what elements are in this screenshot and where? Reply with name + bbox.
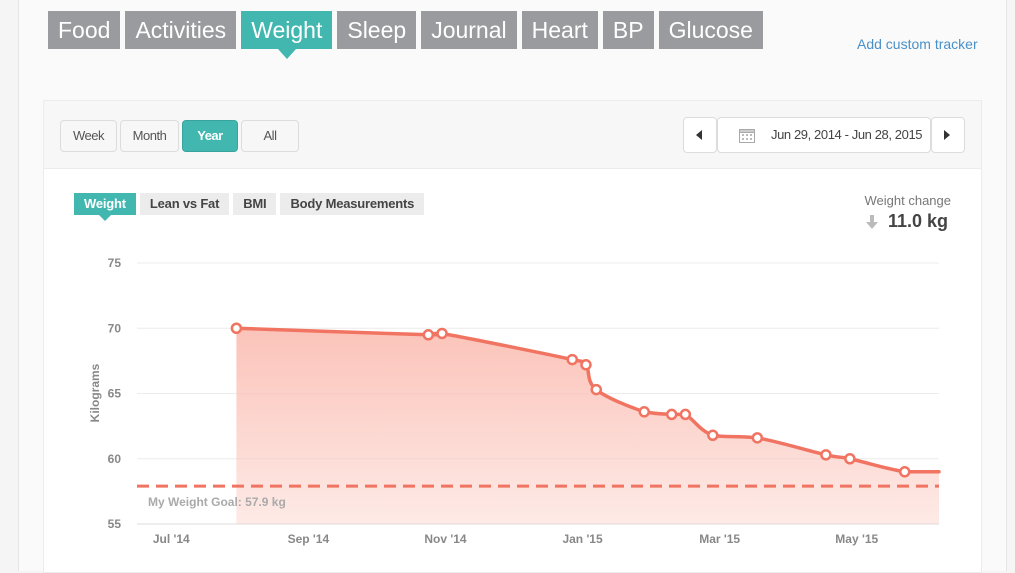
- range-toolbar: Week Month Year All Jun 29, 2014 - Jun 2…: [44, 101, 981, 169]
- data-point: [436, 327, 448, 340]
- tab-weight[interactable]: Weight: [241, 11, 333, 59]
- range-week-button[interactable]: Week: [60, 120, 117, 152]
- range-year-button[interactable]: Year: [182, 120, 238, 152]
- date-range-picker[interactable]: Jun 29, 2014 - Jun 28, 2015: [717, 117, 931, 153]
- weight-line: [234, 326, 941, 474]
- weight-change-value: 11.0 kg: [887, 211, 948, 231]
- data-point: [820, 449, 832, 461]
- y-axis-label: Kilograms: [88, 363, 102, 422]
- tab-activities[interactable]: Activities: [125, 11, 237, 49]
- data-point: [638, 406, 650, 418]
- y-tick-label: 60: [108, 452, 122, 466]
- y-tick-label: 55: [108, 517, 122, 531]
- tab-glucose[interactable]: Glucose: [658, 11, 763, 49]
- data-point: [580, 359, 592, 371]
- goal-label: My Weight Goal: 57.9 kg: [148, 495, 286, 509]
- chevron-left-icon: [696, 130, 702, 140]
- data-point: [590, 383, 603, 396]
- y-tick-label: 70: [108, 321, 122, 335]
- tab-sleep[interactable]: Sleep: [337, 11, 417, 49]
- tab-heart[interactable]: Heart: [521, 11, 598, 49]
- calendar-icon: [739, 129, 755, 143]
- weight-change-label: Weight change: [864, 193, 952, 208]
- data-point: [844, 453, 856, 465]
- data-point: [898, 466, 911, 478]
- x-tick-label: Sep '14: [288, 532, 330, 546]
- arrow-down-icon: [866, 215, 878, 229]
- chevron-right-icon: [944, 130, 950, 140]
- subtab-body-measurements[interactable]: Body Measurements: [280, 193, 425, 215]
- date-range-text: Jun 29, 2014 - Jun 28, 2015: [771, 127, 923, 142]
- add-custom-tracker-link[interactable]: Add custom tracker: [857, 36, 978, 52]
- prev-range-button[interactable]: [683, 117, 717, 153]
- data-point: [707, 429, 719, 442]
- x-tick-label: May '15: [835, 532, 878, 546]
- data-point: [230, 322, 243, 334]
- y-tick-label: 75: [108, 256, 122, 270]
- weight-area: [236, 328, 939, 524]
- data-point: [566, 353, 579, 366]
- tab-food[interactable]: Food: [48, 11, 121, 49]
- tracker-tabs: Food Activities Weight Sleep Journal Hea…: [48, 11, 763, 59]
- data-point: [751, 432, 764, 444]
- data-point: [679, 408, 692, 421]
- data-point: [422, 329, 435, 341]
- subtab-lean-vs-fat[interactable]: Lean vs Fat: [139, 193, 230, 215]
- x-tick-label: Nov '14: [424, 532, 467, 546]
- x-tick-label: Mar '15: [699, 532, 740, 546]
- range-all-button[interactable]: All: [241, 120, 299, 152]
- data-point: [665, 408, 678, 421]
- x-tick-label: Jul '14: [153, 532, 190, 546]
- x-tick-label: Jan '15: [562, 532, 603, 546]
- tab-bp[interactable]: BP: [602, 11, 654, 49]
- next-range-button[interactable]: [931, 117, 965, 153]
- y-tick-label: 65: [108, 387, 122, 401]
- subtab-bmi[interactable]: BMI: [233, 193, 277, 215]
- range-month-button[interactable]: Month: [120, 120, 179, 152]
- tab-journal[interactable]: Journal: [421, 11, 517, 49]
- subtab-weight[interactable]: Weight: [74, 193, 136, 221]
- weight-subtabs: Weight Lean vs Fat BMI Body Measurements: [74, 193, 425, 221]
